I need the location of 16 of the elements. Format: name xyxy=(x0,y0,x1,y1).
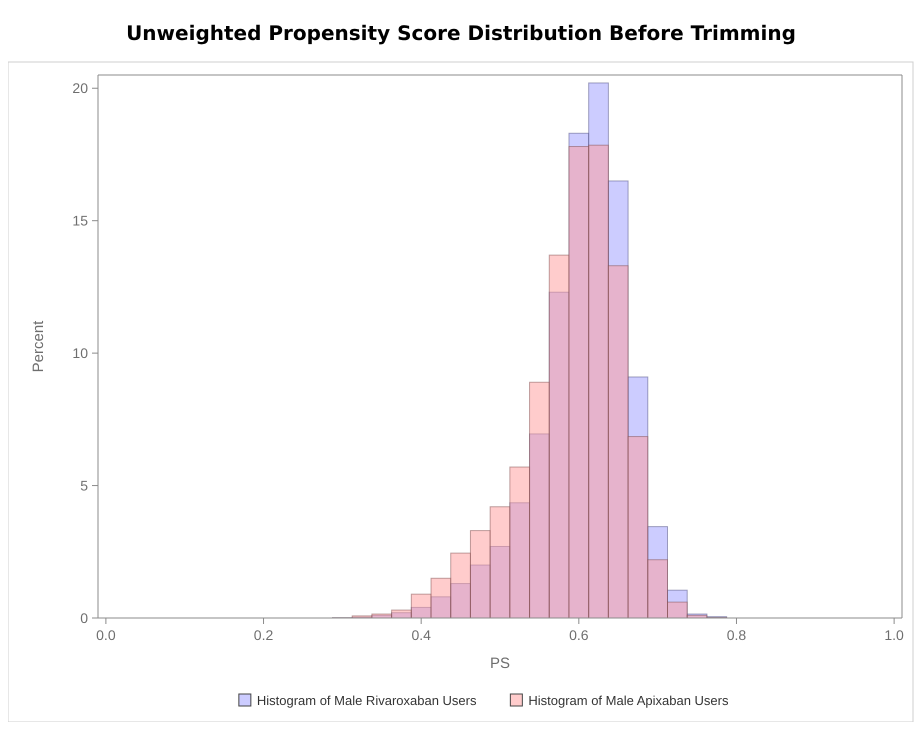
x-axis-title: PS xyxy=(490,655,510,672)
y-tick-label: 0 xyxy=(80,610,88,626)
x-tick-label: 0.0 xyxy=(96,627,116,643)
y-tick-label: 5 xyxy=(80,478,88,494)
chart-title: Unweighted Propensity Score Distribution Before Trimming xyxy=(126,21,796,45)
legend-label: Histogram of Male Rivaroxaban Users xyxy=(256,693,477,708)
x-tick-label: 0.6 xyxy=(569,627,589,643)
x-tick-label: 0.8 xyxy=(726,627,746,643)
y-tick-label: 20 xyxy=(72,80,88,96)
x-tick-label: 0.4 xyxy=(411,627,432,643)
y-tick-label: 15 xyxy=(72,212,88,229)
y-axis-title: Percent xyxy=(30,320,47,372)
x-tick-label: 0.2 xyxy=(254,627,274,643)
legend-label: Histogram of Male Apixaban Users xyxy=(528,693,729,708)
y-tick-label: 10 xyxy=(72,345,88,362)
x-tick-label: 1.0 xyxy=(884,627,904,643)
